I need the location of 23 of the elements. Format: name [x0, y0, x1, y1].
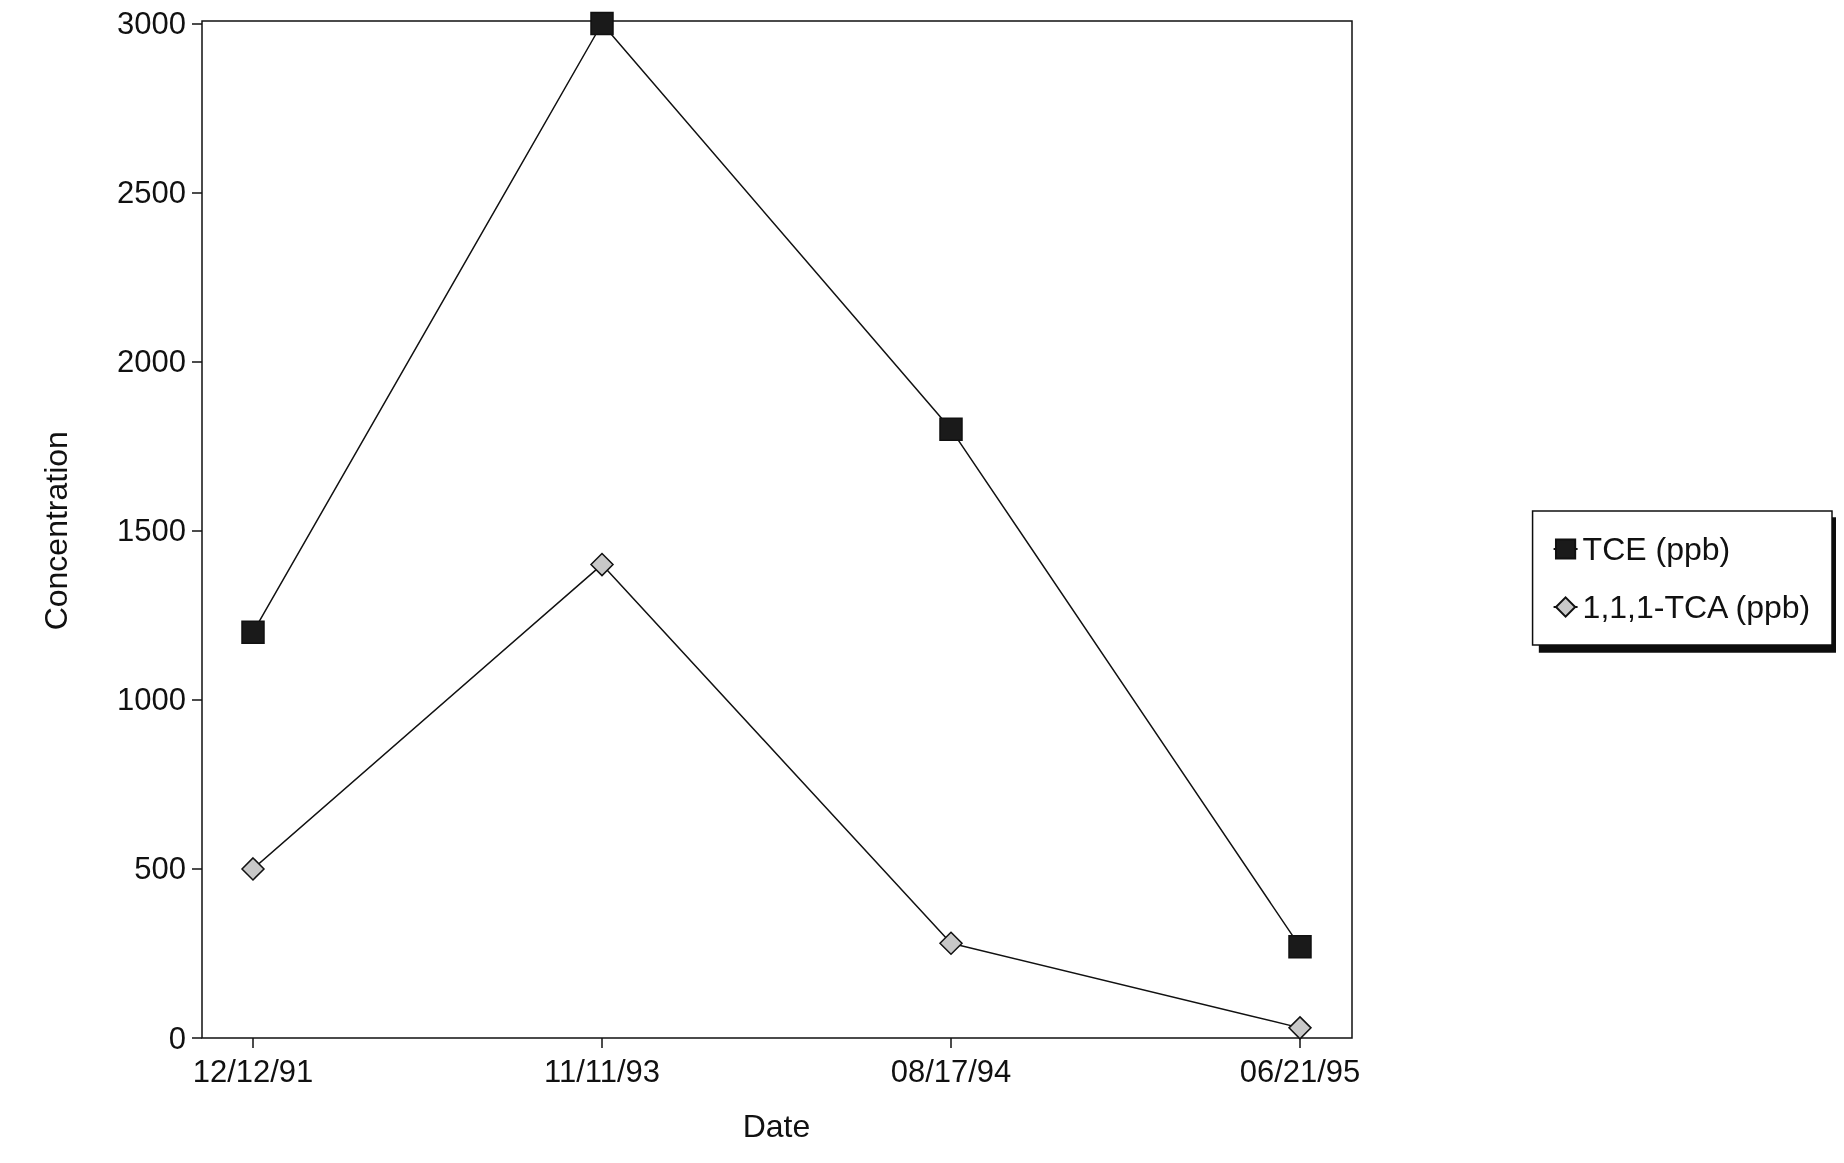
legend-label: 1,1,1-TCA (ppb) — [1582, 589, 1811, 625]
x-tick-label: 12/12/91 — [192, 1054, 314, 1089]
point — [1288, 1016, 1312, 1040]
x-axis-title: Date — [742, 1108, 811, 1144]
y-tick-label: 1000 — [117, 682, 186, 718]
point — [939, 417, 963, 442]
y-axis-title: Concentration — [38, 431, 74, 631]
point — [241, 620, 265, 644]
point — [1288, 934, 1312, 959]
point — [241, 857, 265, 881]
y-tick-label: 500 — [134, 851, 186, 887]
legend-label: TCE (ppb) — [1582, 531, 1731, 567]
y-tick-label: 1500 — [117, 513, 186, 549]
point — [590, 11, 614, 36]
y-tick-label: 2500 — [117, 175, 186, 211]
point — [939, 931, 963, 956]
y-tick-label: 0 — [168, 1020, 186, 1056]
x-tick-label: 11/11/93 — [543, 1054, 661, 1089]
y-tick-label: 3000 — [117, 6, 186, 41]
x-tick-label: 06/21/95 — [1239, 1054, 1361, 1089]
x-tick-label: 08/17/94 — [890, 1054, 1012, 1089]
point — [590, 552, 614, 577]
y-tick-label: 2000 — [117, 344, 186, 380]
